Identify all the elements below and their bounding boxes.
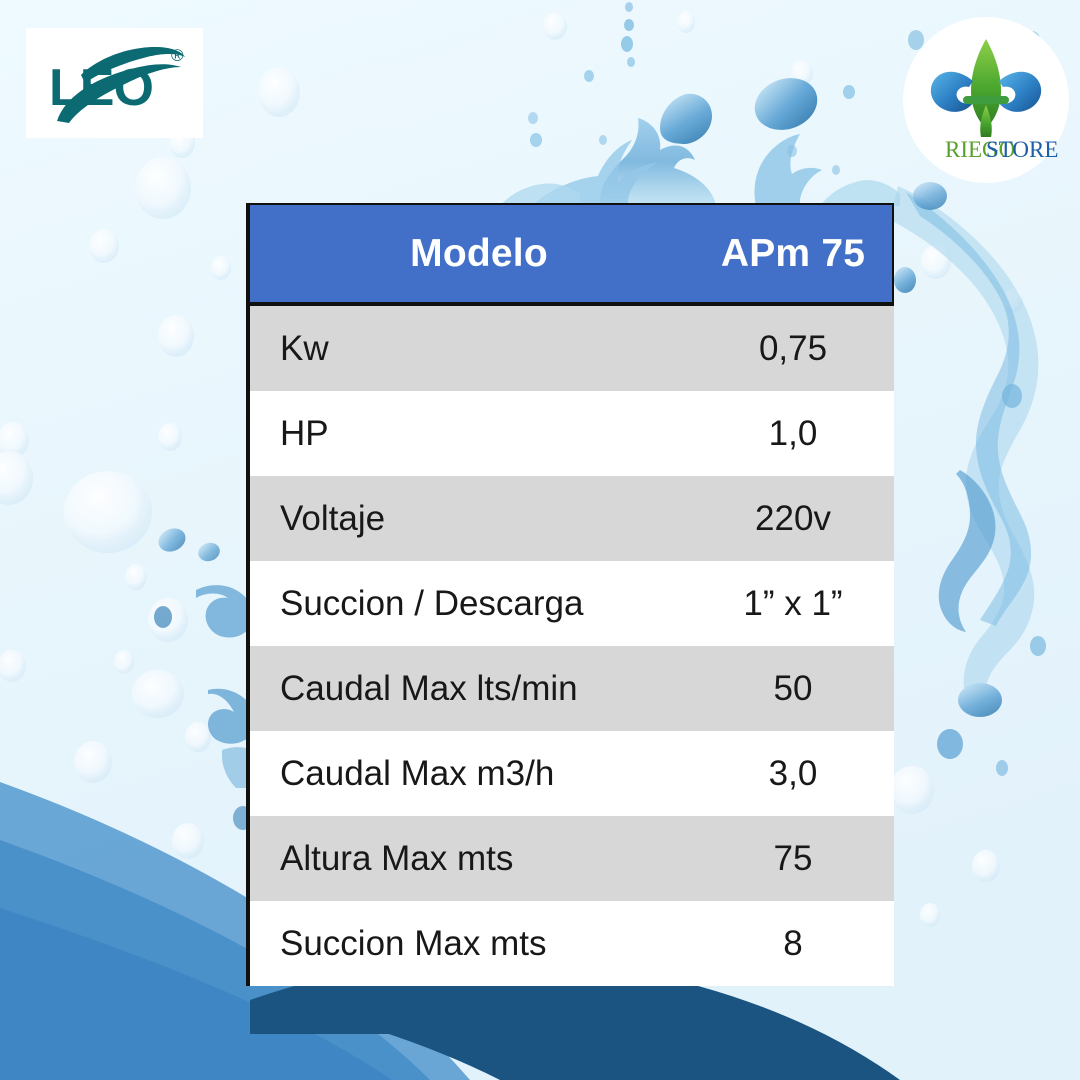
spec-value: 50 — [773, 668, 813, 708]
spec-value: 8 — [783, 923, 803, 963]
spec-label: Succion / Descarga — [280, 583, 584, 623]
leo-logo-mark: LEO ® — [49, 46, 185, 123]
spec-value: 3,0 — [768, 753, 818, 793]
table-body: Kw 0,75 HP 1,0 Voltaje 220v Succion / Descarga… — [250, 306, 894, 986]
spec-label: Altura Max mts — [280, 838, 514, 878]
spec-label: Caudal Max m3/h — [280, 753, 555, 793]
table-row: Altura Max mts 75 — [250, 816, 894, 901]
table-row: Succion Max mts 8 — [250, 901, 894, 986]
crossbar-icon — [963, 96, 1009, 104]
spec-value: 0,75 — [758, 328, 828, 368]
left-wing-icon — [930, 71, 973, 112]
spec-label: Voltaje — [280, 498, 386, 538]
spec-label: Succion Max mts — [280, 923, 547, 963]
table-row: Succion / Descarga 1” x 1” — [250, 561, 894, 646]
spec-label: HP — [280, 413, 329, 453]
table-header-label: Modelo — [410, 231, 548, 275]
spec-label: Kw — [280, 328, 329, 368]
spec-value: 1,0 — [768, 413, 818, 453]
table-row: Caudal Max lts/min 50 — [250, 646, 894, 731]
spec-value: 220v — [755, 498, 831, 538]
right-wing-icon — [999, 71, 1042, 112]
spec-value: 75 — [773, 838, 813, 878]
riego-store-logo: RIEGO STORE — [903, 17, 1069, 183]
store-wordmark: STORE — [986, 137, 1058, 162]
table-row: Voltaje 220v — [250, 476, 894, 561]
spec-value: 1” x 1” — [743, 583, 843, 623]
pump-specifications-table: Modelo APm 75 Kw 0,75 HP 1,0 Voltaje 220v Succ… — [246, 203, 894, 986]
leaf-icon — [971, 39, 1001, 129]
stem-icon — [980, 105, 992, 137]
registered-trademark-icon: ® — [171, 46, 184, 65]
table-row: Kw 0,75 — [250, 306, 894, 391]
table-row: Caudal Max m3/h 3,0 — [250, 731, 894, 816]
table-header-row: Modelo APm 75 — [250, 203, 894, 306]
riego-store-logo-mark: RIEGO STORE — [930, 39, 1058, 162]
table-row: HP 1,0 — [250, 391, 894, 476]
riego-wordmark: RIEGO — [945, 137, 1015, 162]
spec-label: Caudal Max lts/min — [280, 668, 578, 708]
table-header-value: APm 75 — [720, 231, 866, 275]
leo-logo: LEO ® — [26, 28, 203, 138]
leo-wordmark: LEO — [49, 59, 153, 117]
